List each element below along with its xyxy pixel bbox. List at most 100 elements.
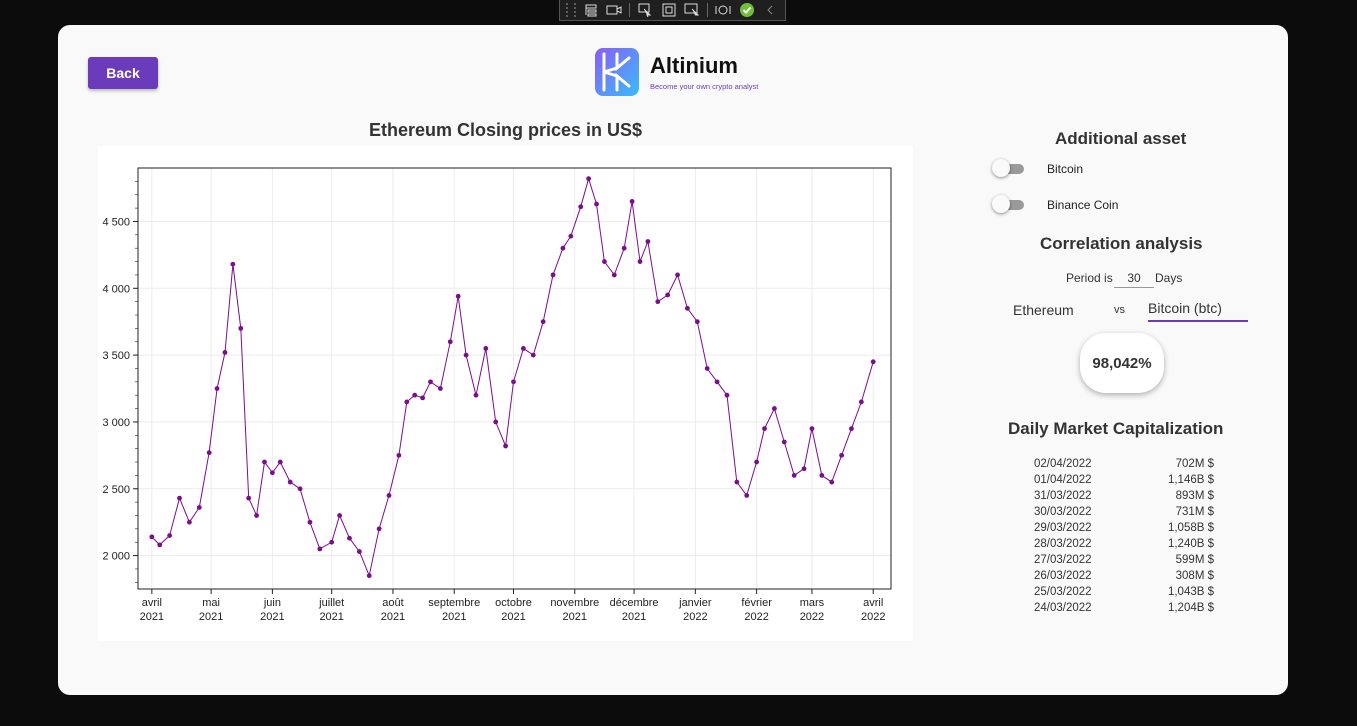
market-cap-value: 731M $ — [1175, 506, 1214, 518]
price-point — [858, 399, 864, 405]
market-cap-date: 31/03/2022 — [1034, 490, 1092, 502]
toggle-binance-coin[interactable] — [992, 195, 1024, 213]
price-point — [781, 439, 787, 445]
table-row: 02/04/2022 702M $ — [1034, 456, 1214, 472]
price-point — [870, 359, 876, 365]
market-cap-date: 24/03/2022 — [1034, 602, 1092, 614]
binding-failures-icon[interactable] — [714, 2, 732, 18]
y-tick-label: 2 500 — [102, 484, 130, 496]
price-point — [196, 505, 202, 510]
price-point — [665, 292, 671, 298]
table-row: 01/04/2022 1,146B $ — [1034, 472, 1214, 488]
price-point — [829, 479, 835, 485]
price-point — [412, 392, 418, 398]
x-tick-year: 2022 — [744, 611, 768, 623]
price-point — [629, 199, 635, 204]
x-tick-year: 2022 — [683, 611, 707, 623]
table-row: 30/03/2022 731M $ — [1034, 504, 1214, 520]
table-row: 26/03/2022 308M $ — [1034, 568, 1214, 584]
plot-frame — [137, 167, 892, 590]
price-point — [791, 472, 797, 478]
price-point — [503, 443, 509, 449]
price-point — [621, 245, 627, 251]
x-tick-year: 2021 — [199, 611, 223, 623]
price-point — [404, 399, 410, 405]
x-tick-label: septembre — [428, 597, 480, 609]
check-icon[interactable] — [738, 2, 756, 18]
track-focus-icon[interactable] — [683, 2, 701, 18]
price-point — [376, 526, 382, 532]
x-tick-label: novembre — [550, 597, 599, 609]
table-row: 31/03/2022 893M $ — [1034, 488, 1214, 504]
price-point — [186, 519, 192, 525]
price-point — [447, 339, 453, 345]
x-tick-label: mai — [202, 597, 220, 609]
x-tick-year: 2022 — [800, 611, 824, 623]
market-cap-title: Daily Market Capitalization — [1008, 419, 1224, 438]
price-point — [386, 493, 392, 498]
altinium-logo-icon — [595, 48, 639, 96]
price-chart-svg: 2 000 2 500 3 000 3 500 4 000 4 500 avril 2021 m… — [102, 167, 892, 623]
toggle-bitcoin[interactable] — [992, 159, 1024, 177]
live-visual-tree-icon[interactable] — [582, 2, 600, 18]
price-point — [734, 479, 740, 485]
correlation-value: 98,042% — [1080, 333, 1164, 393]
price-point — [694, 319, 700, 325]
x-tick-year: 2021 — [501, 611, 525, 623]
price-point — [420, 395, 425, 401]
layout-adorner-icon[interactable] — [660, 2, 678, 18]
drag-handle-icon[interactable] — [566, 3, 576, 17]
price-point — [473, 392, 479, 398]
price-point — [540, 319, 546, 325]
x-tick-year: 2021 — [319, 611, 343, 623]
price-point — [637, 259, 643, 264]
market-cap-value: 308M $ — [1175, 570, 1214, 582]
main-window: Back Altinium Become your own crypto ana… — [58, 25, 1288, 695]
back-button[interactable]: Back — [88, 57, 158, 89]
market-cap-value: 1,240B $ — [1167, 538, 1214, 550]
x-tick-label: décembre — [610, 597, 659, 609]
market-cap-date: 27/03/2022 — [1034, 554, 1092, 566]
price-point — [602, 259, 607, 264]
asset-b-select[interactable]: Bitcoin (btc) — [1148, 300, 1248, 322]
price-point — [560, 245, 566, 251]
x-tick-label: janvier — [678, 597, 712, 609]
price-point — [483, 346, 489, 351]
market-cap-date: 30/03/2022 — [1034, 506, 1092, 518]
price-point — [762, 426, 767, 432]
price-point — [594, 201, 599, 207]
price-point — [329, 539, 335, 545]
collapse-chevron-icon[interactable] — [761, 2, 779, 18]
market-cap-date: 28/03/2022 — [1034, 538, 1092, 550]
period-input[interactable] — [1114, 269, 1154, 288]
price-point — [206, 450, 212, 456]
price-point — [157, 542, 163, 548]
price-point — [714, 379, 720, 385]
correlation-title: Correlation analysis — [1040, 234, 1203, 253]
x-tick-label: mars — [800, 597, 825, 609]
price-point — [455, 293, 461, 299]
price-point — [246, 495, 252, 501]
video-icon[interactable] — [606, 2, 624, 18]
period-prefix: Period is — [1066, 271, 1113, 285]
price-point — [685, 305, 690, 311]
price-point — [849, 426, 854, 432]
x-tick-label: août — [382, 597, 403, 609]
price-point — [744, 493, 750, 498]
price-point — [269, 470, 275, 476]
price-point — [347, 535, 352, 541]
y-tick-label: 4 000 — [102, 283, 130, 295]
price-point — [262, 459, 267, 465]
price-point — [724, 392, 730, 398]
price-point — [801, 466, 807, 472]
price-point — [511, 379, 516, 385]
chart-title: Ethereum Closing prices in US$ — [368, 120, 643, 140]
price-point — [238, 325, 244, 331]
select-element-icon[interactable] — [636, 2, 654, 18]
market-cap-value: 1,043B $ — [1167, 586, 1214, 598]
price-point — [317, 546, 323, 552]
price-point — [645, 239, 651, 244]
brand-tagline: Become your own crypto analyst — [650, 82, 759, 91]
x-tick-label: juin — [263, 597, 281, 609]
x-tick-year: 2022 — [861, 611, 885, 623]
